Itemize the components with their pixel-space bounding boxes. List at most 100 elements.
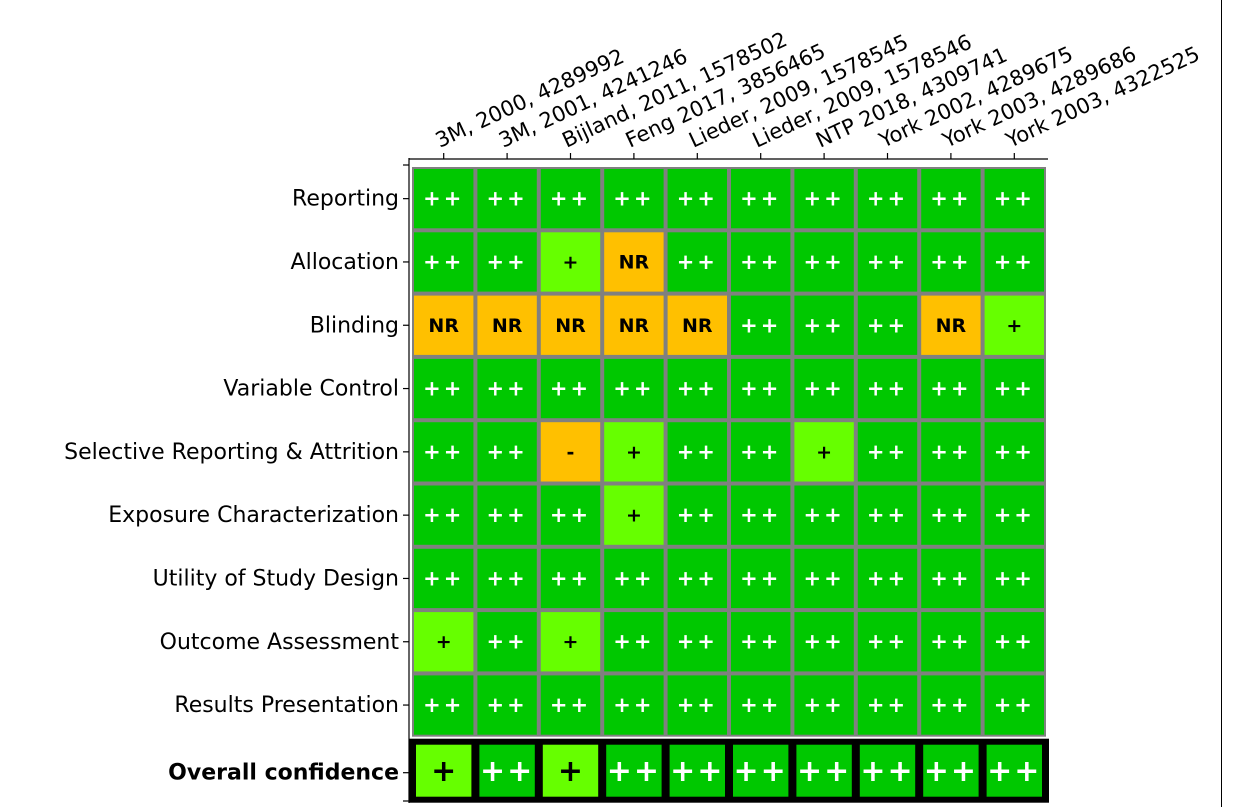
- overall-cell: [859, 744, 916, 797]
- heatmap-cell: [540, 295, 601, 355]
- heatmap-cell: [857, 358, 918, 419]
- overall-confidence-label: Overall confidence: [168, 761, 399, 786]
- cell-rating-label: ++: [994, 377, 1035, 401]
- overall-rating-label: +: [431, 754, 456, 789]
- heatmap-cell: [667, 169, 727, 229]
- heatmap-cell: [667, 358, 727, 419]
- cell-rating-label: ++: [423, 250, 464, 274]
- cell-rating-label: ++: [677, 566, 718, 590]
- cell-rating-label: ++: [803, 250, 844, 274]
- cell-rating-label: ++: [550, 503, 591, 527]
- cell-rating-label: ++: [867, 503, 908, 527]
- cell-rating-label: ++: [613, 377, 654, 401]
- cell-rating-label: ++: [613, 693, 654, 717]
- heatmap-cell: [540, 485, 601, 545]
- heatmap-cell: [984, 548, 1044, 609]
- overall-cell: [733, 744, 789, 797]
- heatmap-cell: [794, 295, 854, 355]
- cell-rating-label: ++: [613, 187, 654, 211]
- heatmap-cell: [540, 169, 601, 229]
- cell-rating-label: ++: [423, 566, 464, 590]
- heatmap-cell: [604, 422, 664, 482]
- overall-cell: [986, 744, 1042, 797]
- cell-rating-label: ++: [994, 187, 1035, 211]
- heatmap-cell: [794, 232, 854, 292]
- cell-rating-label: ++: [486, 693, 527, 717]
- row-label: Variable Control: [223, 377, 399, 402]
- cell-rating-label: NR: [619, 315, 650, 337]
- heatmap-cell: [731, 675, 791, 735]
- heatmap-cell: [477, 675, 537, 735]
- heatmap-cell: [984, 422, 1044, 482]
- cell-rating-label: ++: [803, 566, 844, 590]
- cell-rating-label: NR: [936, 315, 967, 337]
- cell-rating-label: ++: [486, 250, 527, 274]
- heatmap-cell: [540, 675, 601, 735]
- cell-rating-label: ++: [803, 313, 844, 337]
- cell-rating-label: +: [816, 441, 832, 463]
- cell-rating-label: ++: [550, 693, 591, 717]
- row-label: Outcome Assessment: [160, 630, 400, 655]
- heatmap-cell: [667, 485, 727, 545]
- cell-rating-label: +: [563, 631, 579, 653]
- heatmap-cell: [540, 232, 601, 292]
- heatmap-cell: [604, 612, 664, 672]
- row-label: Exposure Characterization: [108, 503, 399, 528]
- heatmap-cell: [984, 295, 1044, 355]
- cell-rating-label: NR: [619, 251, 650, 273]
- heatmap-cell: [921, 485, 981, 545]
- overall-rating-label: ++: [734, 754, 788, 789]
- cell-rating-label: NR: [555, 315, 586, 337]
- heatmap-cell: [731, 169, 791, 229]
- cell-rating-label: ++: [550, 566, 591, 590]
- heatmap-cell: [794, 485, 854, 545]
- heatmap-cell: [414, 295, 474, 355]
- cell-rating-label: ++: [930, 377, 971, 401]
- overall-rating-label: ++: [607, 754, 661, 789]
- cell-rating-label: ++: [613, 630, 654, 654]
- row-label: Reporting: [292, 187, 399, 212]
- cell-rating-label: ++: [930, 440, 971, 464]
- heatmap-cell: [731, 548, 791, 609]
- heatmap-cell: [477, 169, 537, 229]
- cell-rating-label: ++: [486, 503, 527, 527]
- heatmap-cell: [667, 612, 727, 672]
- heatmap-cell: [794, 358, 854, 419]
- cell-rating-label: ++: [486, 440, 527, 464]
- heatmap-cell: [857, 232, 918, 292]
- heatmap-cell: [477, 232, 537, 292]
- heatmap-cell: [921, 675, 981, 735]
- heatmap-cell: [414, 422, 474, 482]
- cell-rating-label: ++: [867, 187, 908, 211]
- heatmap-cell: [857, 612, 918, 672]
- cell-rating-label: ++: [867, 440, 908, 464]
- cell-rating-label: ++: [994, 693, 1035, 717]
- heatmap-cell: [540, 358, 601, 419]
- cell-rating-label: ++: [867, 313, 908, 337]
- cell-rating-label: ++: [867, 250, 908, 274]
- heatmap-cell: [667, 675, 727, 735]
- heatmap-cell: [477, 485, 537, 545]
- cell-rating-label: ++: [740, 250, 781, 274]
- heatmap-cell: [984, 169, 1044, 229]
- overall-rating-label: ++: [670, 754, 724, 789]
- heatmap-cell: [667, 548, 727, 609]
- cell-rating-label: ++: [677, 250, 718, 274]
- heatmap-cell: [731, 485, 791, 545]
- cell-rating-label: +: [626, 441, 642, 463]
- heatmap-cell: [604, 548, 664, 609]
- heatmap-cell: [414, 485, 474, 545]
- row-label: Blinding: [310, 313, 399, 338]
- heatmap-cell: [414, 612, 474, 672]
- cell-rating-label: +: [436, 631, 452, 653]
- cell-rating-label: ++: [867, 566, 908, 590]
- cell-rating-label: ++: [994, 630, 1035, 654]
- overall-cell: [923, 744, 979, 797]
- heatmap-cell: [984, 485, 1044, 545]
- cell-rating-label: ++: [740, 503, 781, 527]
- cell-rating-label: ++: [740, 440, 781, 464]
- cell-rating-label: ++: [677, 503, 718, 527]
- heatmap-cell: [477, 548, 537, 609]
- heatmap-cell: [604, 295, 664, 355]
